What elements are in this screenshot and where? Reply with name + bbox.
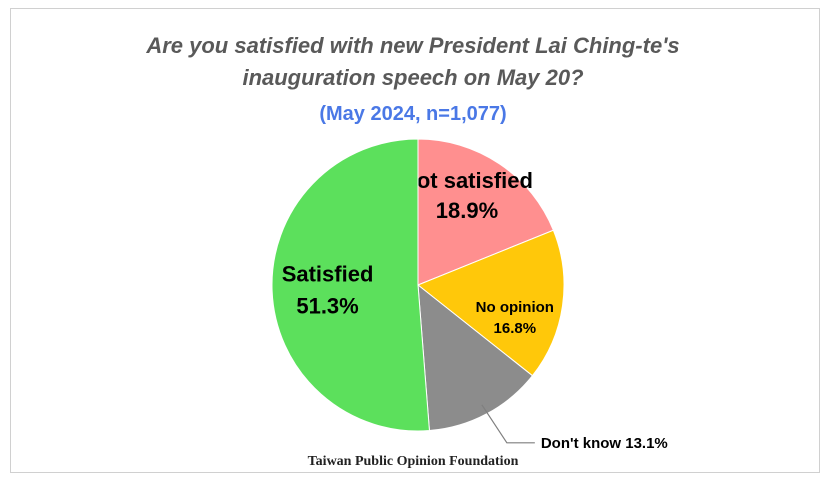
slice-value-satisfied: 51.3% — [296, 293, 358, 318]
chart-title-line1: Are you satisfied with new President Lai… — [146, 33, 680, 58]
chart-title: Are you satisfied with new President Lai… — [0, 30, 826, 94]
chart-title-line2: inauguration speech on May 20? — [242, 65, 584, 90]
pie-slice-don-t-know — [417, 283, 534, 432]
slice-value-not-satisfied: 18.9% — [436, 198, 498, 223]
pie-slice-not-satisfied — [417, 138, 554, 286]
pie-slice-satisfied — [271, 138, 430, 432]
leader-line — [481, 404, 535, 444]
chart-subtitle: (May 2024, n=1,077) — [319, 103, 507, 125]
source-credit: Taiwan Public Opinion Foundation — [307, 454, 519, 469]
slice-value-no-opinion: 16.8% — [494, 320, 537, 337]
slice-label-satisfied: Satisfied — [282, 261, 374, 286]
slice-label-don-t-know: Don't know 13.1% — [541, 435, 668, 452]
pie-slice-no-opinion — [417, 229, 565, 377]
slice-label-not-satisfied: Not satisfied — [401, 168, 533, 193]
slice-label-no-opinion: No opinion — [476, 299, 554, 316]
